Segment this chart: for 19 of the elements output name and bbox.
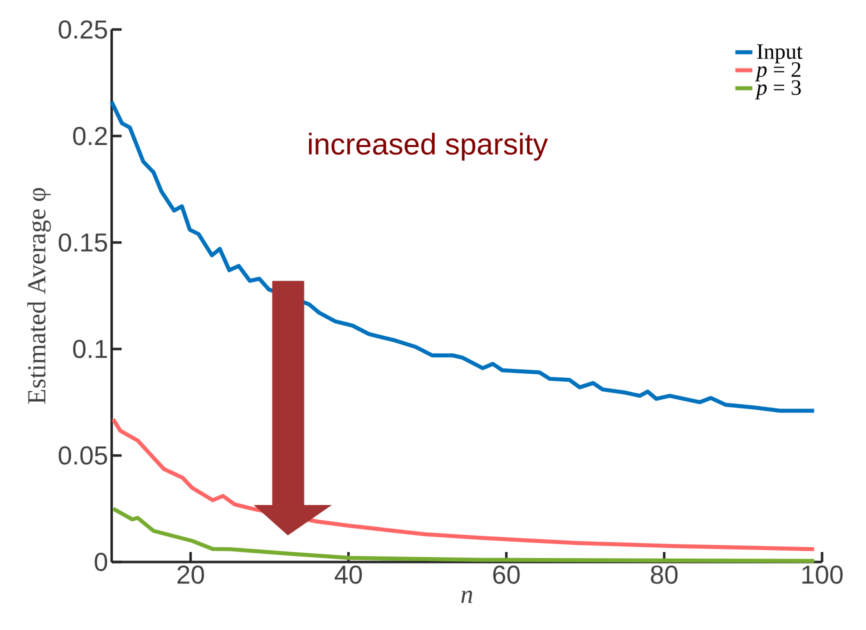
y-tick-label: 0.15: [58, 233, 108, 252]
legend-label: p = 2: [755, 62, 800, 82]
x-tick-label: 60: [493, 565, 520, 584]
x-tick-label: 20: [177, 565, 204, 584]
y-tick-label: 0: [94, 552, 108, 571]
y-tick-label: 0.05: [58, 446, 108, 464]
y-tick-label: 0.25: [58, 20, 108, 39]
y-axis-title: Estimated Average φ: [27, 188, 51, 404]
legend-label: p = 3: [755, 80, 801, 100]
y-tick-label: 0.2: [73, 126, 107, 145]
x-tick-label: 100: [802, 565, 843, 584]
legend-label: Input: [757, 44, 803, 64]
x-axis-title: n: [461, 590, 472, 603]
line-series: [111, 506, 816, 563]
x-tick-label: 40: [334, 565, 362, 584]
x-tick-label: 80: [650, 565, 678, 584]
annotation: increased sparsity: [309, 132, 548, 160]
line-series: [111, 417, 816, 551]
y-tick-label: 0.1: [73, 340, 107, 358]
